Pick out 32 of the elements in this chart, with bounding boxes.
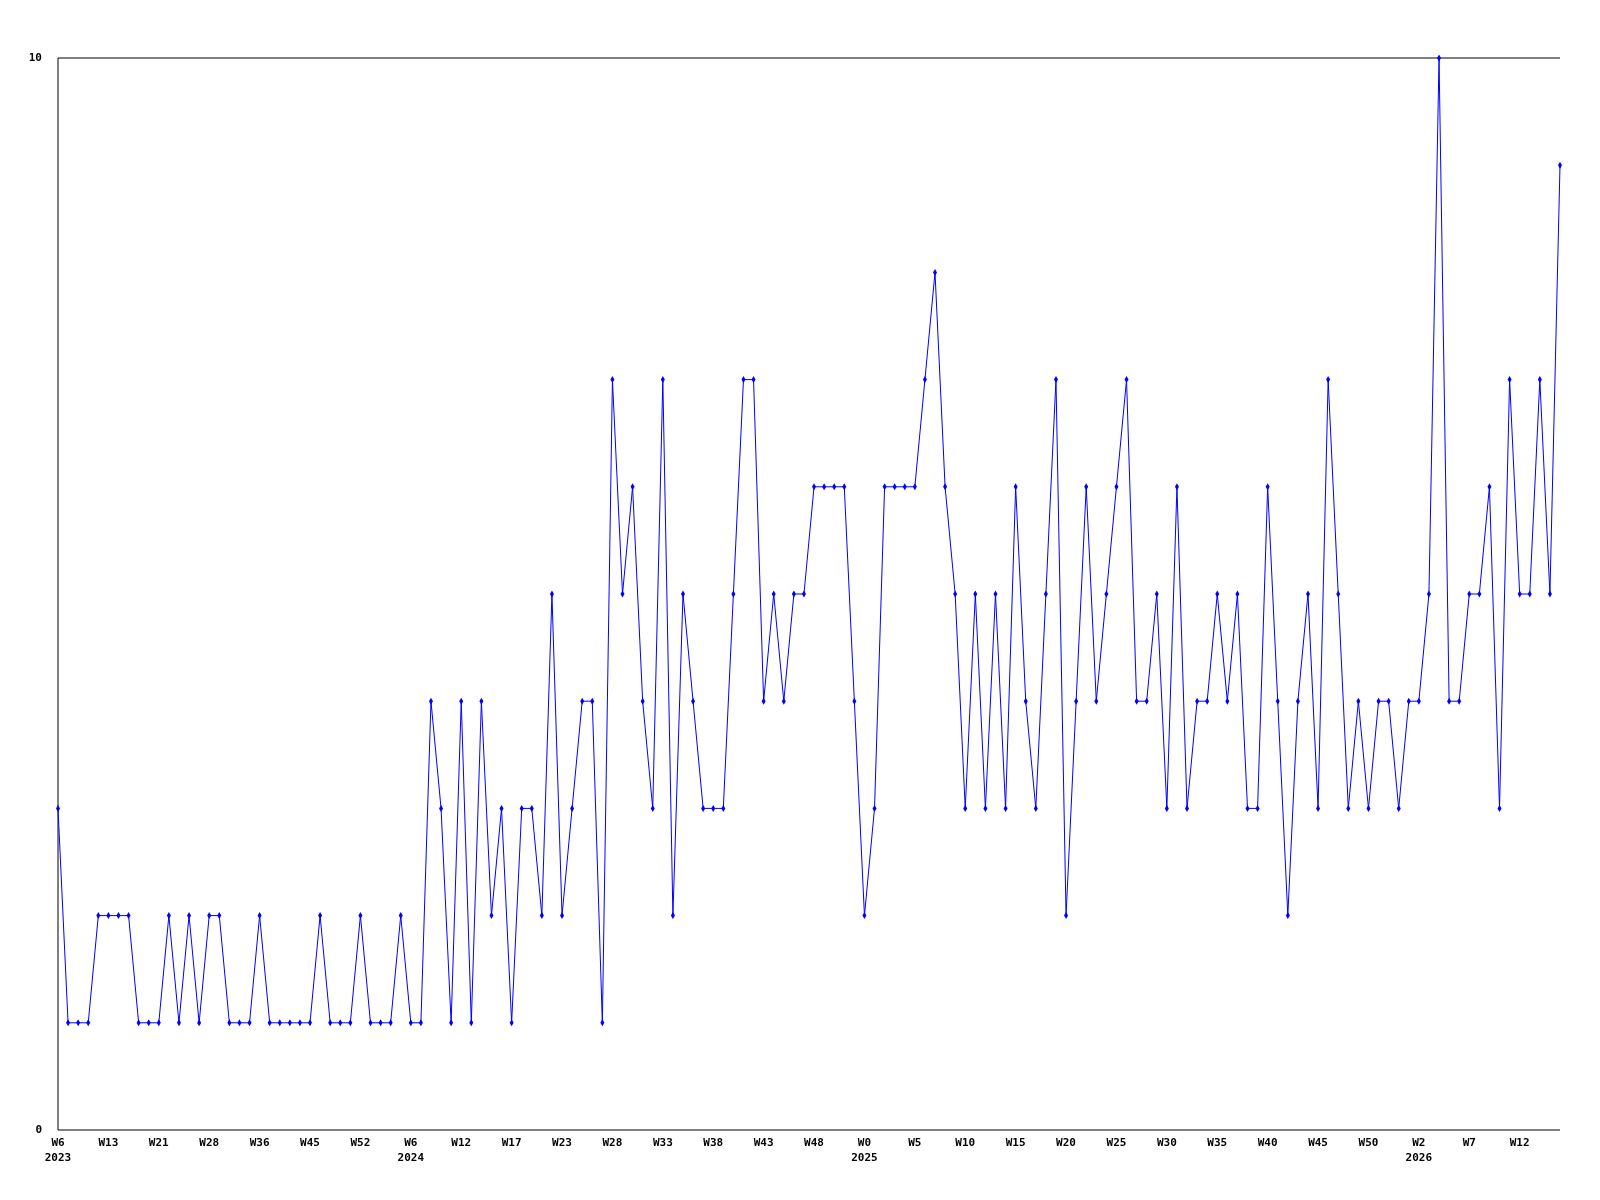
x-tick-label: W28 [199, 1136, 220, 1149]
x-tick-label: W40 [1257, 1136, 1278, 1149]
x-tick-label: W45 [300, 1136, 320, 1149]
x-tick-label: W25 [1106, 1136, 1127, 1149]
x-tick-label: W5 [908, 1136, 922, 1149]
x-tick-label: W36 [249, 1136, 270, 1149]
x-tick-label: W30 [1156, 1136, 1177, 1149]
y-tick-label: 10 [28, 51, 42, 64]
x-tick-label: W52 [350, 1136, 371, 1149]
x-tick-label: W43 [753, 1136, 774, 1149]
x-tick-label: W6 2024 [397, 1136, 425, 1164]
x-tick-label: W12 [451, 1136, 472, 1149]
x-tick-label: W33 [652, 1136, 673, 1149]
x-tick-label: W12 [1509, 1136, 1530, 1149]
x-tick-label: W35 [1207, 1136, 1228, 1149]
x-tick-label: W13 [98, 1136, 119, 1149]
x-tick-label: W38 [703, 1136, 724, 1149]
x-tick-label: W28 [602, 1136, 623, 1149]
x-tick-label: W10 [955, 1136, 976, 1149]
x-tick-label: W2 2026 [1405, 1136, 1433, 1164]
x-tick-label: W0 2025 [851, 1136, 878, 1164]
x-tick-label: W45 [1308, 1136, 1328, 1149]
x-tick-label: W15 [1005, 1136, 1026, 1149]
x-tick-label: W17 [501, 1136, 522, 1149]
x-tick-label: W48 [804, 1136, 824, 1149]
x-tick-label: W7 [1462, 1136, 1476, 1149]
x-tick-label: W21 [148, 1136, 170, 1149]
x-tick-label: W50 [1358, 1136, 1379, 1149]
x-tick-label: W6 2023 [44, 1136, 72, 1164]
x-tick-label: W23 [552, 1136, 572, 1149]
x-tick-label: W20 [1056, 1136, 1076, 1149]
y-tick-label: 0 [35, 1123, 42, 1136]
